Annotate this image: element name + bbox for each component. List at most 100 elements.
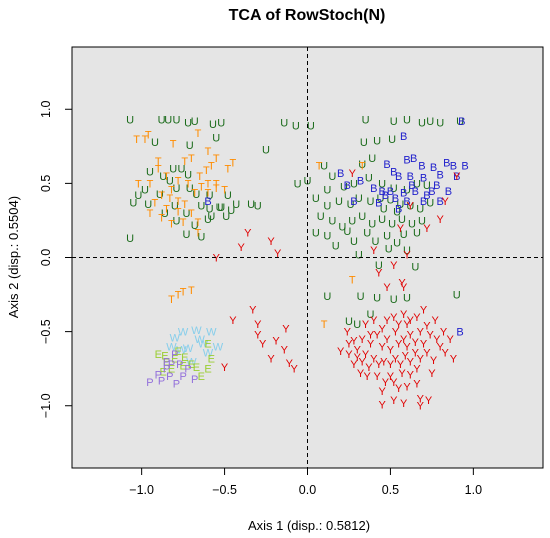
point-t: T: [175, 196, 182, 208]
point-u: U: [222, 211, 230, 223]
y-tick-label: 0.5: [39, 175, 53, 192]
point-u: U: [169, 164, 177, 176]
point-u: U: [355, 250, 363, 262]
point-y: Y: [370, 353, 378, 365]
y-ticks: −1.0 −0.5 0.0 0.5 1.0: [39, 101, 72, 418]
point-y: Y: [383, 334, 391, 346]
point-t: T: [203, 165, 210, 177]
point-u: U: [262, 144, 270, 156]
point-w: W: [166, 341, 177, 353]
point-y: Y: [398, 368, 406, 380]
point-y: Y: [417, 327, 425, 339]
point-u: U: [390, 116, 398, 128]
point-y: Y: [354, 352, 362, 364]
y-tick-label: 0.0: [39, 249, 53, 266]
y-axis-label: Axis 2 (disp.: 0.5504): [6, 196, 21, 318]
point-y: Y: [441, 196, 449, 208]
point-y: Y: [345, 349, 353, 361]
point-y: Y: [364, 371, 372, 383]
point-y: Y: [427, 330, 435, 342]
point-b: B: [423, 190, 430, 202]
point-y: Y: [378, 324, 386, 336]
x-tick-label: −1.0: [129, 483, 154, 497]
point-t: T: [188, 208, 195, 220]
point-y: Y: [282, 324, 290, 336]
point-e: E: [155, 349, 162, 361]
point-u: U: [328, 171, 336, 183]
point-y: Y: [249, 304, 257, 316]
point-p: P: [163, 356, 170, 368]
point-u: U: [418, 215, 426, 227]
point-y: Y: [221, 362, 229, 374]
x-ticks: −1.0 −0.5 0.0 0.5 1.0: [129, 468, 482, 497]
point-b: B: [437, 169, 444, 181]
point-b: B: [445, 186, 452, 198]
point-w: W: [170, 333, 181, 345]
point-b: B: [403, 196, 410, 208]
point-t: T: [196, 171, 203, 183]
point-p: P: [158, 376, 165, 388]
point-b: B: [350, 196, 357, 208]
point-y: Y: [430, 355, 438, 367]
point-y: Y: [382, 377, 390, 389]
point-y: Y: [441, 347, 449, 359]
point-u: U: [385, 244, 393, 256]
point-t: T: [142, 134, 149, 146]
point-u: U: [126, 233, 134, 245]
point-u: U: [312, 227, 320, 239]
point-u: U: [217, 118, 225, 130]
point-u: U: [312, 193, 320, 205]
point-y: Y: [367, 330, 375, 342]
point-t: T: [221, 184, 228, 196]
point-w: W: [176, 344, 187, 356]
x-axis-label: Axis 1 (disp.: 0.5812): [248, 518, 370, 533]
point-e: E: [160, 367, 167, 379]
point-y: Y: [378, 341, 386, 353]
point-y: Y: [400, 334, 408, 346]
point-y: Y: [407, 201, 415, 213]
point-y: Y: [398, 278, 406, 290]
point-b: B: [453, 171, 460, 183]
point-u: U: [224, 190, 232, 202]
point-p: P: [179, 371, 186, 383]
point-b: B: [407, 171, 414, 183]
point-y: Y: [403, 250, 411, 262]
point-b: B: [370, 183, 377, 195]
point-t: T: [155, 156, 162, 168]
point-u: U: [129, 198, 137, 210]
point-u: U: [373, 293, 381, 305]
point-y: Y: [400, 282, 408, 294]
point-u: U: [413, 227, 421, 239]
point-p: P: [184, 364, 191, 376]
point-u: U: [426, 116, 434, 128]
point-t: T: [205, 146, 212, 158]
point-u: U: [368, 153, 376, 165]
point-w: W: [183, 343, 194, 355]
point-y: Y: [244, 227, 252, 239]
point-y: Y: [375, 359, 383, 371]
point-u: U: [343, 226, 351, 238]
point-y: Y: [357, 368, 365, 380]
point-y: Y: [254, 330, 262, 342]
point-u: U: [367, 196, 375, 208]
point-y: Y: [400, 398, 408, 410]
point-p: P: [173, 379, 180, 391]
point-y: Y: [354, 344, 362, 356]
point-u: U: [192, 189, 200, 201]
point-u: U: [400, 229, 408, 241]
point-t: T: [208, 161, 215, 173]
chart-title: TCA of RowStoch(N): [229, 7, 386, 24]
point-b: B: [395, 171, 402, 183]
point-t: T: [175, 175, 182, 187]
point-t: T: [168, 218, 175, 230]
point-u: U: [411, 261, 419, 273]
point-u: U: [182, 208, 190, 220]
point-y: Y: [417, 401, 425, 413]
point-e: E: [204, 338, 211, 350]
point-b: B: [337, 168, 344, 180]
point-u: U: [436, 118, 444, 130]
point-y: Y: [390, 312, 398, 324]
point-b: B: [357, 175, 364, 187]
point-u: U: [317, 211, 325, 223]
